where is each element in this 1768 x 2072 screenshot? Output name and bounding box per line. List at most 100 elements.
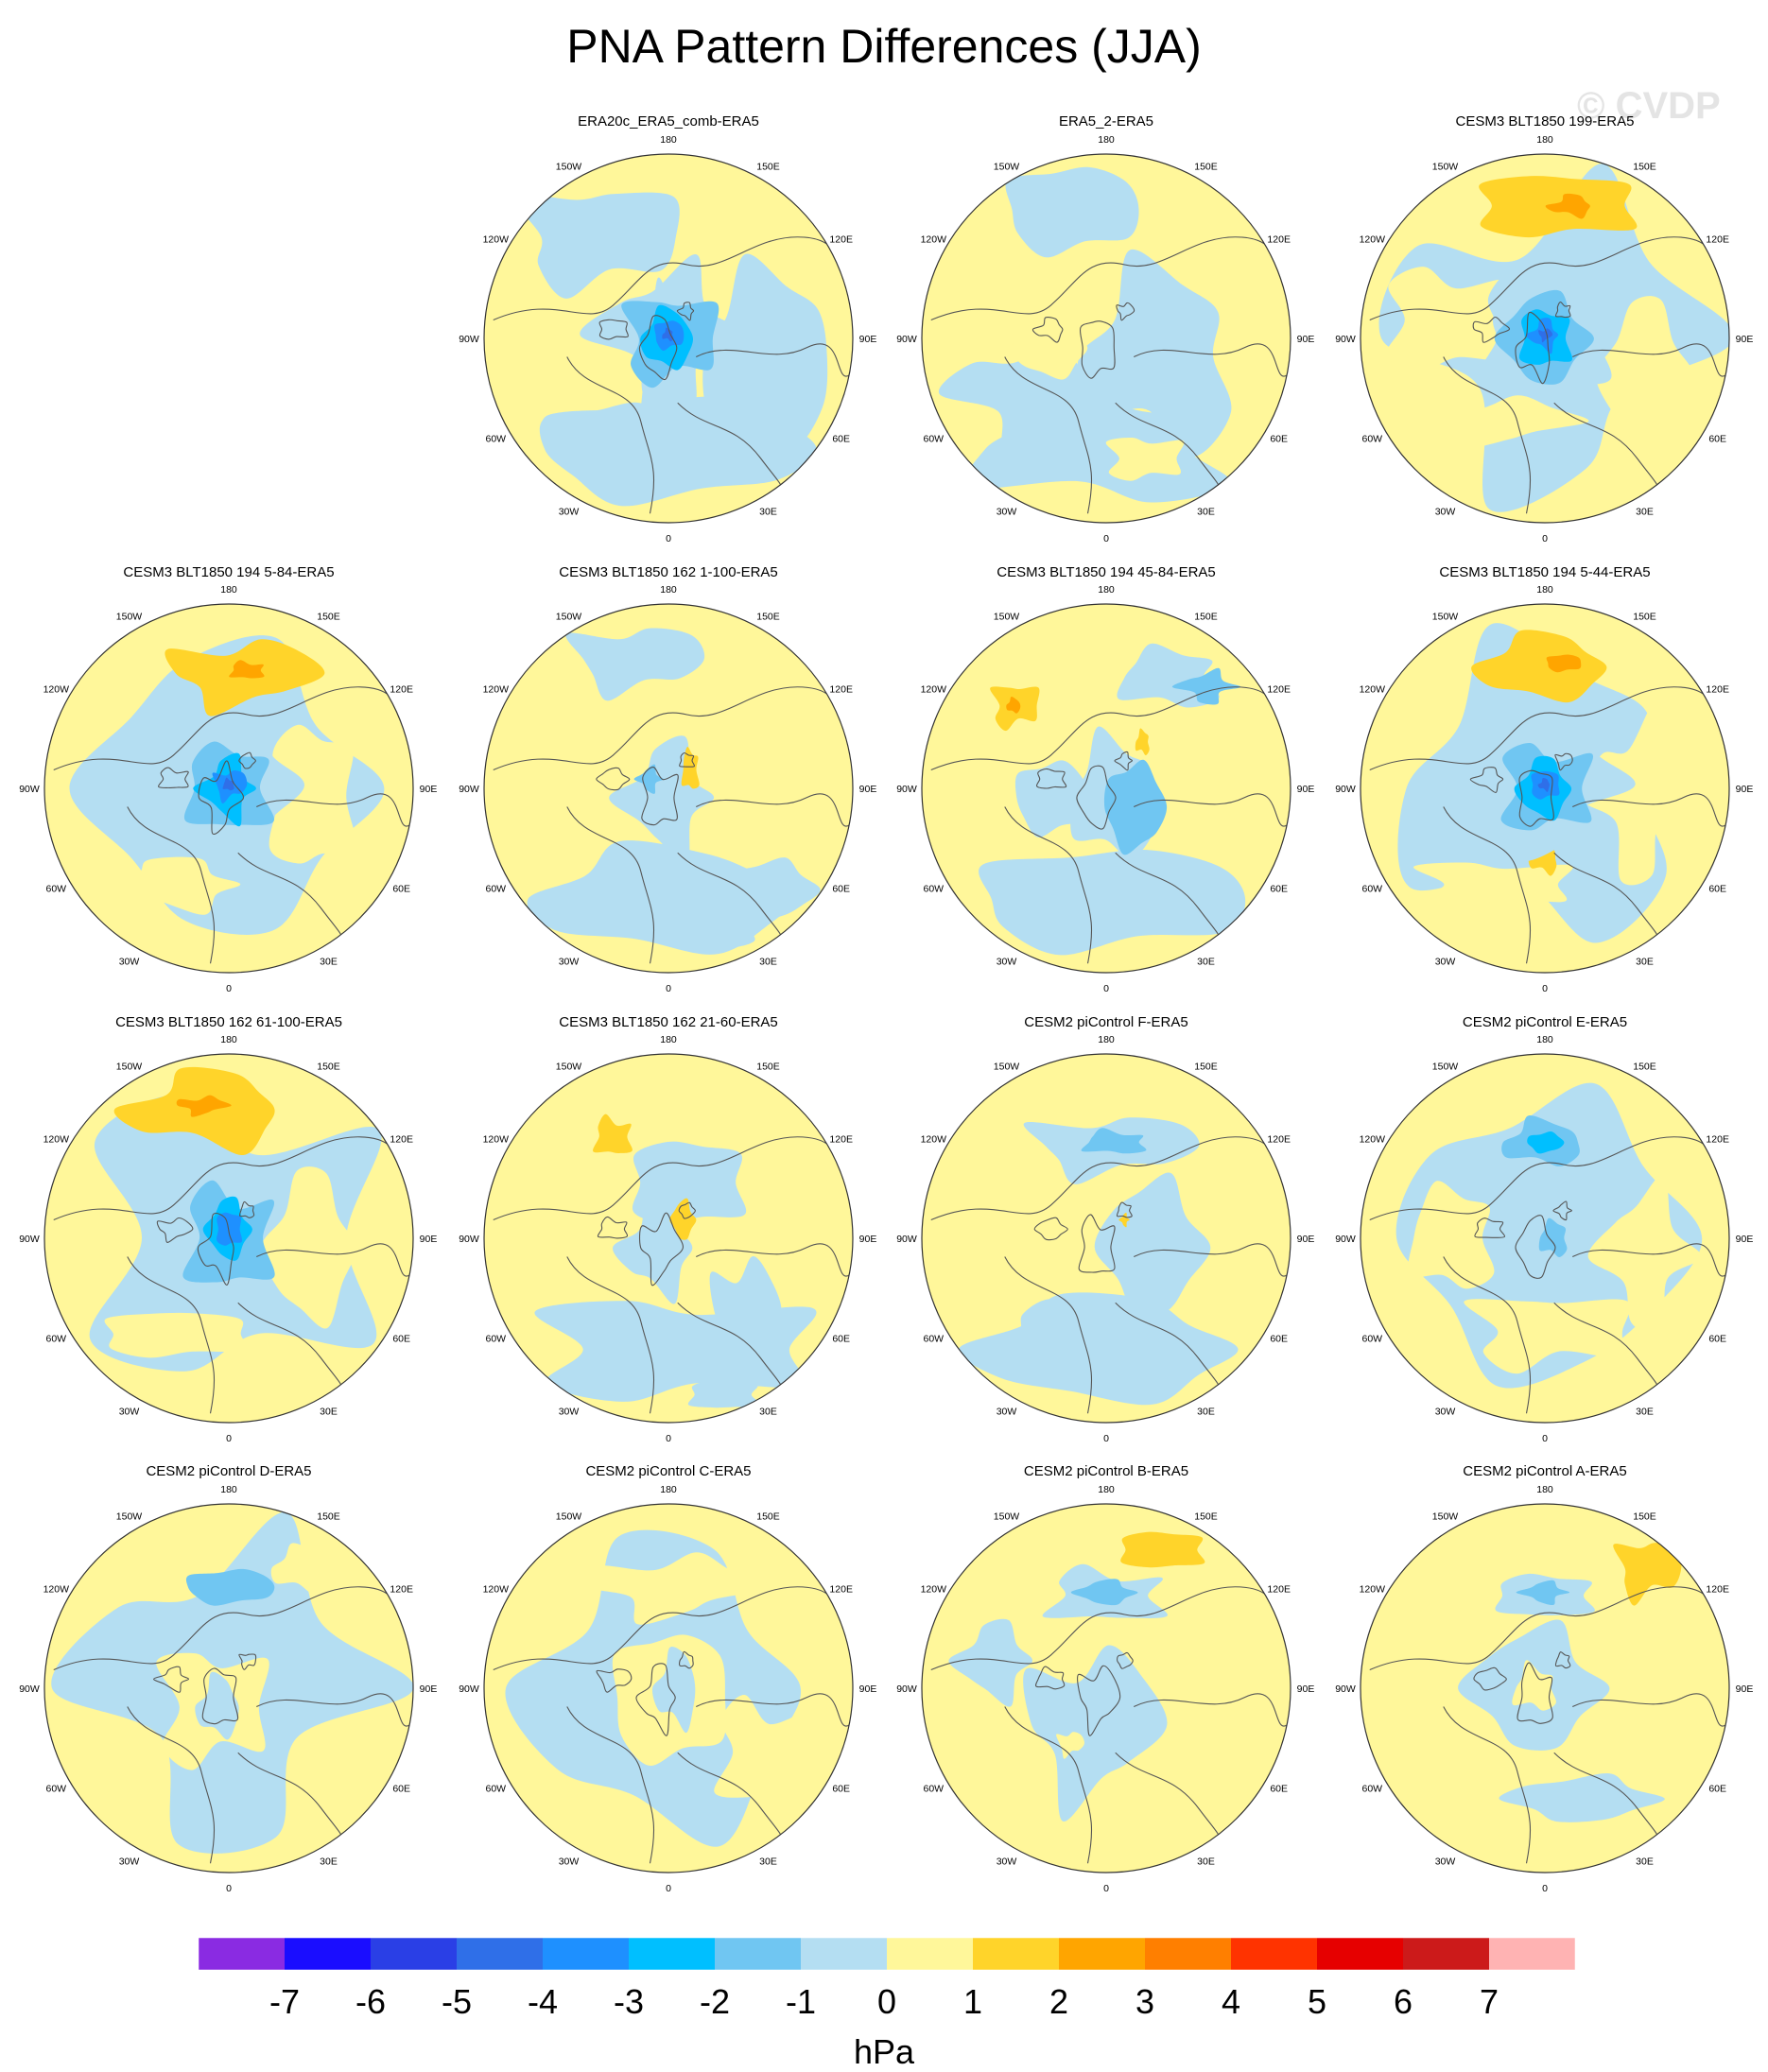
longitude-label: 120E bbox=[829, 684, 853, 696]
colorbar-swatch bbox=[457, 1938, 543, 1970]
longitude-label: 60E bbox=[832, 884, 850, 895]
contour-region bbox=[1537, 777, 1550, 792]
contour-region bbox=[1081, 1128, 1147, 1154]
longitude-label: 180 bbox=[660, 134, 677, 146]
longitude-label: 90E bbox=[859, 1684, 877, 1695]
longitude-label: 30W bbox=[119, 1407, 140, 1418]
map-boundary bbox=[1360, 1053, 1730, 1424]
contour-region bbox=[1413, 862, 1573, 909]
longitude-label: 60E bbox=[392, 1334, 410, 1345]
contour-region bbox=[938, 327, 1130, 456]
watermark: © CVDP bbox=[1577, 85, 1721, 127]
longitude-label: 90W bbox=[1335, 334, 1356, 345]
longitude-label: 180 bbox=[1536, 1034, 1553, 1045]
panel-title: CESM2 piControl C-ERA5 bbox=[585, 1463, 751, 1479]
longitude-label: 180 bbox=[220, 584, 237, 596]
map-boundary bbox=[43, 603, 414, 974]
longitude-label: 90E bbox=[859, 1234, 877, 1245]
map-panel: CESM3 BLT1850 194 5-44-ERA5 180 150E 120E 90… bbox=[1335, 564, 1753, 994]
longitude-label: 90E bbox=[1297, 334, 1315, 345]
longitude-label: 150W bbox=[994, 1511, 1020, 1522]
colorbar-tick-label: -1 bbox=[786, 1982, 816, 2021]
longitude-label: 60W bbox=[924, 1334, 945, 1345]
panel-title: CESM2 piControl F-ERA5 bbox=[1024, 1014, 1187, 1030]
longitude-label: 150E bbox=[1194, 161, 1218, 172]
panel-title: CESM2 piControl E-ERA5 bbox=[1463, 1014, 1627, 1030]
map-boundary bbox=[921, 1053, 1291, 1424]
longitude-label: 150W bbox=[994, 161, 1020, 172]
longitude-label: 60E bbox=[1708, 884, 1726, 895]
longitude-label: 150E bbox=[756, 611, 780, 622]
longitude-label: 180 bbox=[660, 1034, 677, 1045]
contour-region bbox=[229, 660, 265, 679]
longitude-label: 0 bbox=[1542, 983, 1548, 994]
colorbar-swatch bbox=[199, 1938, 285, 1970]
longitude-label: 150W bbox=[116, 611, 143, 622]
contour-region bbox=[948, 1618, 1033, 1707]
longitude-label: 60E bbox=[1708, 1784, 1726, 1795]
longitude-label: 150W bbox=[1432, 1511, 1459, 1522]
longitude-label: 120W bbox=[483, 684, 510, 696]
longitude-label: 60W bbox=[486, 434, 507, 445]
longitude-label: 90W bbox=[459, 1684, 479, 1695]
longitude-label: 30W bbox=[1435, 957, 1456, 968]
contour-field bbox=[44, 1504, 413, 1873]
contour-region bbox=[1464, 1299, 1631, 1374]
longitude-label: 0 bbox=[1542, 1433, 1548, 1444]
panel-title: CESM2 piControl A-ERA5 bbox=[1463, 1463, 1626, 1479]
colorbar-tick-label: -5 bbox=[442, 1982, 472, 2021]
map-boundary bbox=[921, 153, 1291, 524]
contour-region bbox=[1545, 193, 1590, 219]
map-panel: CESM2 piControl C-ERA5 180 150E 120E 90E 60E 3… bbox=[459, 1463, 876, 1894]
longitude-label: 120E bbox=[829, 1584, 853, 1596]
contour-region bbox=[1587, 1173, 1702, 1337]
colorbar-swatch bbox=[1231, 1938, 1317, 1970]
longitude-label: 30E bbox=[1197, 1407, 1215, 1418]
longitude-label: 150E bbox=[1194, 611, 1218, 622]
colorbar-swatch bbox=[285, 1938, 371, 1970]
contour-region bbox=[222, 777, 234, 791]
contour-region bbox=[1595, 296, 1693, 455]
panel-title: ERA20c_ERA5_comb-ERA5 bbox=[578, 113, 759, 130]
longitude-label: 60W bbox=[486, 1784, 507, 1795]
contour-region bbox=[1538, 1217, 1568, 1258]
map-boundary bbox=[43, 1503, 414, 1873]
contour-region bbox=[1056, 1732, 1084, 1759]
longitude-label: 0 bbox=[226, 1433, 232, 1444]
longitude-label: 0 bbox=[1103, 1433, 1109, 1444]
panel-title: CESM3 BLT1850 194 45-84-ERA5 bbox=[997, 564, 1216, 580]
longitude-label: 60E bbox=[832, 1334, 850, 1345]
longitude-label: 90E bbox=[859, 784, 877, 795]
longitude-label: 120W bbox=[43, 684, 70, 696]
longitude-label: 90E bbox=[1736, 784, 1754, 795]
longitude-label: 30E bbox=[759, 1856, 777, 1868]
contour-region bbox=[269, 724, 358, 864]
colorbar-tick-label: -7 bbox=[269, 1982, 300, 2021]
contour-region bbox=[1014, 760, 1091, 837]
contour-region bbox=[1546, 654, 1582, 673]
longitude-label: 120E bbox=[829, 234, 853, 246]
colorbar-tick-label: 4 bbox=[1222, 1982, 1240, 2021]
panel-title: ERA5_2-ERA5 bbox=[1059, 113, 1153, 130]
longitude-label: 60W bbox=[486, 1334, 507, 1345]
contour-region bbox=[586, 1552, 771, 1625]
longitude-label: 120W bbox=[1360, 234, 1386, 246]
longitude-label: 90W bbox=[459, 784, 479, 795]
longitude-label: 30E bbox=[1197, 1856, 1215, 1868]
longitude-label: 30W bbox=[997, 957, 1017, 968]
longitude-label: 90W bbox=[1335, 1684, 1356, 1695]
contour-region bbox=[185, 1568, 275, 1606]
longitude-label: 90W bbox=[1335, 1234, 1356, 1245]
colorbar-tick-label: -2 bbox=[700, 1982, 730, 2021]
longitude-label: 60E bbox=[392, 1784, 410, 1795]
longitude-label: 120W bbox=[43, 1134, 70, 1146]
longitude-label: 60E bbox=[392, 884, 410, 895]
longitude-label: 30W bbox=[559, 957, 580, 968]
longitude-label: 180 bbox=[1536, 1484, 1553, 1495]
longitude-label: 30W bbox=[997, 1407, 1017, 1418]
coastline bbox=[53, 1586, 410, 1864]
longitude-label: 0 bbox=[1542, 533, 1548, 544]
longitude-label: 60E bbox=[1270, 1784, 1288, 1795]
map-boundary bbox=[1360, 603, 1730, 974]
panel-title: CESM3 BLT1850 162 21-60-ERA5 bbox=[559, 1014, 778, 1030]
